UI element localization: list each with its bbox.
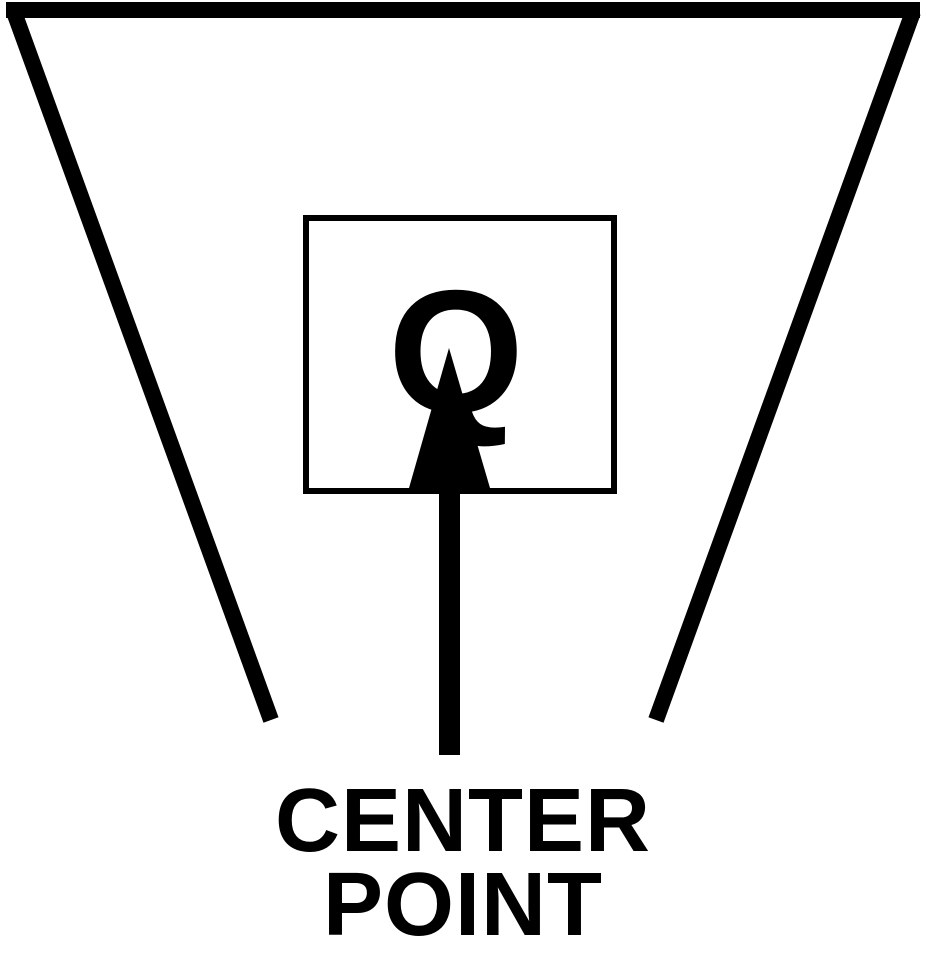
arrow-shaft <box>439 486 460 755</box>
trapezoid-left-edge <box>6 9 279 723</box>
caption-line-center: CENTER <box>274 771 652 871</box>
arrow-head <box>409 348 490 488</box>
trapezoid-right-edge <box>648 9 921 723</box>
caption-line-point: POINT <box>322 855 603 955</box>
up-arrow-icon <box>409 348 490 755</box>
